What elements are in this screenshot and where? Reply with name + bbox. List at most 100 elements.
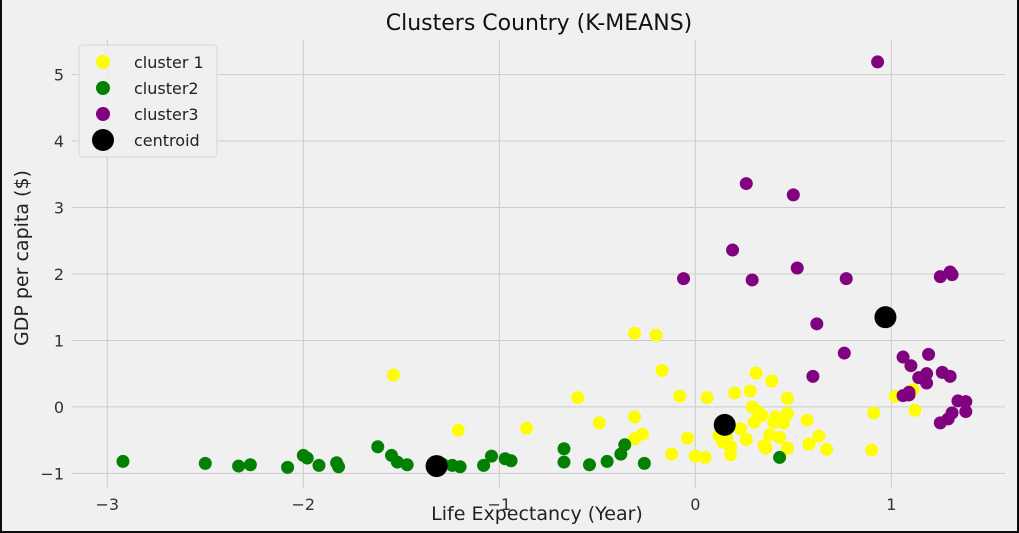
data-point: [920, 376, 934, 390]
data-point: [739, 432, 753, 446]
data-point: [749, 366, 763, 380]
x-axis-label: Life Expectancy (Year): [431, 503, 643, 525]
data-point: [312, 458, 326, 472]
y-tick-label: −1: [40, 464, 64, 483]
data-point: [571, 391, 585, 405]
data-point: [557, 442, 571, 456]
y-tick-label: 2: [54, 265, 64, 284]
data-point: [773, 430, 787, 444]
x-tick-label: −3: [95, 495, 119, 514]
data-point: [922, 347, 936, 361]
data-point: [765, 374, 779, 388]
data-point: [902, 388, 916, 402]
legend-label: cluster3: [134, 105, 199, 124]
data-point: [759, 441, 773, 455]
data-point: [484, 449, 498, 463]
y-axis-label: GDP per capita ($): [11, 170, 33, 346]
data-point: [677, 272, 691, 286]
x-axis-ticks: −3 −2 −1 0 1: [95, 495, 896, 514]
x-tick-label: −2: [291, 495, 315, 514]
data-point: [628, 326, 642, 340]
x-tick-label: −1: [488, 495, 512, 514]
centroid-point: [874, 306, 897, 329]
centroid-point: [713, 413, 736, 436]
data-point: [802, 437, 816, 451]
data-point: [726, 243, 740, 257]
data-point: [733, 422, 747, 436]
data-point: [790, 261, 804, 275]
data-point: [943, 369, 957, 383]
data-point: [786, 188, 800, 202]
data-point: [451, 423, 465, 437]
x-tick-label: 0: [690, 495, 700, 514]
data-point: [198, 456, 212, 470]
data-point: [673, 389, 687, 403]
y-axis-ticks: −1 0 1 2 3 4 5: [40, 66, 64, 484]
data-point: [945, 268, 959, 282]
data-point: [745, 273, 759, 287]
data-point: [933, 416, 947, 430]
data-point: [812, 429, 826, 443]
data-point: [618, 438, 632, 452]
data-point: [743, 384, 757, 398]
data-point: [635, 427, 649, 441]
data-point: [739, 177, 753, 191]
data-point: [700, 391, 714, 405]
data-point: [300, 451, 314, 465]
data-point: [904, 359, 918, 373]
data-point: [724, 440, 738, 454]
data-point: [477, 458, 491, 472]
data-point: [655, 363, 669, 377]
data-point: [243, 458, 257, 472]
data-point: [665, 447, 679, 461]
data-point: [959, 405, 973, 419]
data-point: [728, 386, 742, 400]
data-points: [116, 55, 973, 478]
data-point: [582, 458, 596, 472]
data-point: [649, 328, 663, 342]
y-tick-label: 3: [54, 199, 64, 218]
data-point: [281, 460, 295, 474]
data-point: [637, 456, 651, 470]
data-point: [908, 403, 922, 417]
legend-label: centroid: [134, 131, 200, 150]
data-point: [780, 441, 794, 455]
data-point: [820, 442, 834, 456]
y-tick-label: 5: [54, 66, 64, 85]
data-point: [592, 416, 606, 430]
legend-label: cluster 1: [134, 53, 204, 72]
data-point: [780, 391, 794, 405]
data-point: [504, 454, 518, 468]
data-point: [453, 460, 467, 474]
y-tick-label: 1: [54, 331, 64, 350]
legend-label: cluster2: [134, 79, 199, 98]
centroid-point: [425, 455, 448, 478]
data-point: [896, 350, 910, 364]
grid: [72, 40, 1005, 488]
data-point: [959, 395, 973, 409]
data-point: [867, 406, 881, 420]
data-point: [628, 410, 642, 424]
data-point: [871, 55, 885, 69]
data-point: [920, 367, 934, 381]
data-point: [806, 369, 820, 383]
data-point: [386, 368, 400, 382]
legend-marker: [96, 81, 110, 95]
data-point: [773, 450, 787, 464]
legend-marker: [96, 107, 110, 121]
chart-title: Clusters Country (K-MEANS): [386, 11, 693, 36]
data-point: [680, 431, 694, 445]
data-point: [755, 409, 769, 423]
data-point: [520, 421, 534, 435]
data-point: [839, 272, 853, 286]
legend-box: [78, 44, 218, 158]
data-point: [810, 317, 824, 331]
legend-marker: [96, 55, 110, 69]
data-point: [557, 455, 571, 469]
data-point: [933, 270, 947, 284]
y-tick-label: 0: [54, 398, 64, 417]
y-tick-label: 4: [54, 132, 64, 151]
data-point: [763, 428, 777, 442]
data-point: [780, 407, 794, 421]
